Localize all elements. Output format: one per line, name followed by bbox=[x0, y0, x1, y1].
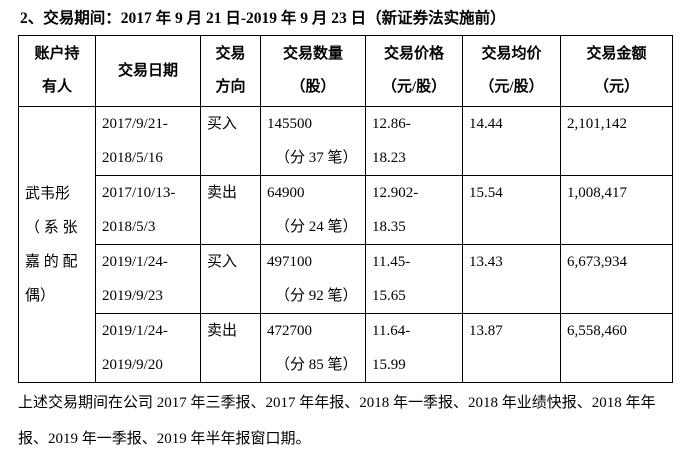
avg-cell: 13.87 bbox=[462, 313, 561, 383]
header-line: （元/股） bbox=[381, 79, 447, 95]
price-cell: 11.64- 15.99 bbox=[365, 313, 463, 383]
header-line: 交易均价 bbox=[481, 46, 542, 62]
quantity: 497100 bbox=[267, 254, 312, 270]
trade-count: （分 37 笔） bbox=[275, 150, 358, 166]
direction-cell: 买入 bbox=[200, 106, 261, 176]
price-line: 11.64- bbox=[372, 323, 411, 339]
direction-cell: 卖出 bbox=[200, 313, 261, 383]
avg-price: 13.43 bbox=[469, 254, 503, 270]
header-cell: 交易数量 （股） bbox=[260, 35, 366, 107]
direction: 买入 bbox=[207, 254, 238, 270]
header-line: （股） bbox=[290, 79, 336, 95]
table-row: 2017/10/13- 2018/5/3 卖出 64900 （分 24 笔） 12.902… bbox=[19, 175, 673, 245]
holder-cell: 武韦彤 （ 系 张嘉 的 配偶） bbox=[18, 106, 96, 383]
avg-price: 15.54 bbox=[469, 185, 503, 201]
header-cell: 交易日期 bbox=[95, 35, 201, 107]
avg-cell: 15.54 bbox=[462, 175, 561, 245]
header-line: 交易日期 bbox=[117, 62, 178, 79]
holder-line: 武韦彤 bbox=[25, 185, 71, 202]
holder-line: 嘉 的 配 bbox=[25, 253, 78, 270]
quantity: 64900 bbox=[267, 185, 305, 201]
header-cell: 交易 方向 bbox=[200, 35, 261, 107]
price-line: 15.99 bbox=[372, 357, 406, 373]
header-line: 交易价格 bbox=[383, 46, 444, 62]
direction-cell: 卖出 bbox=[200, 175, 261, 245]
direction-cell: 买入 bbox=[200, 244, 261, 314]
note: 上述交易期间在公司 2017 年三季报、2017 年年报、2018 年一季报、2… bbox=[18, 395, 656, 447]
date-line: 2019/9/23 bbox=[102, 288, 163, 304]
amount-cell: 2,101,142 bbox=[560, 106, 673, 176]
date-line: 2019/9/20 bbox=[102, 357, 163, 373]
header-cell: 账户持 有人 bbox=[18, 35, 96, 107]
header-line: 交易 bbox=[215, 46, 246, 62]
price-cell: 12.86- 18.23 bbox=[365, 106, 463, 176]
date-line: 2017/9/21- bbox=[102, 116, 168, 132]
table-row: 武韦彤 （ 系 张嘉 的 配偶） 2017/9/21- 2018/5/16 买入 1455… bbox=[18, 106, 673, 383]
header-line: 交易数量 bbox=[282, 46, 343, 62]
price-line: 18.23 bbox=[372, 150, 406, 166]
quantity-cell: 472700 （分 85 笔） bbox=[260, 313, 366, 383]
direction: 卖出 bbox=[207, 185, 238, 201]
date-line: 2018/5/16 bbox=[102, 150, 163, 166]
table-row: 2019/1/24- 2019/9/20 卖出 472700 （分 85 笔） 11.64… bbox=[19, 313, 673, 383]
heading: 2、交易期间：2017 年 9 月 21 日-2019 年 9 月 23 日（新… bbox=[20, 10, 506, 27]
amount-cell: 6,558,460 bbox=[560, 313, 673, 383]
header-line: 有人 bbox=[41, 79, 72, 95]
header-row: 账户持 有人 交易日期 交易 方向 交易数量 （股） 交易价格 （元/股） 交易均价 （元/股） 交易… bbox=[18, 35, 673, 107]
date-cell: 2019/1/24- 2019/9/20 bbox=[95, 313, 201, 383]
date-line: 2018/5/3 bbox=[102, 219, 156, 235]
quantity-cell: 497100 （分 92 笔） bbox=[260, 244, 366, 314]
amount-cell: 1,008,417 bbox=[560, 175, 673, 245]
quantity-cell: 64900 （分 24 笔） bbox=[260, 175, 366, 245]
holder-line: 偶） bbox=[25, 287, 56, 304]
price-line: 11.45- bbox=[372, 254, 411, 270]
avg-price: 14.44 bbox=[469, 116, 503, 132]
holder-line: （ 系 张 bbox=[25, 219, 78, 236]
amount: 6,558,460 bbox=[567, 323, 627, 339]
amount: 6,673,934 bbox=[567, 254, 627, 270]
trade-count: （分 92 笔） bbox=[275, 288, 358, 304]
price-line: 12.902- bbox=[372, 185, 419, 201]
header-line: 方向 bbox=[215, 79, 246, 95]
table-row: 2019/1/24- 2019/9/23 买入 497100 （分 92 笔） 11.45… bbox=[19, 244, 673, 314]
date-line: 2017/10/13- bbox=[102, 185, 176, 201]
price-cell: 11.45- 15.65 bbox=[365, 244, 463, 314]
date-line: 2019/1/24- bbox=[102, 323, 168, 339]
header-cell: 交易金额 （元） bbox=[560, 35, 673, 107]
header-line: 交易金额 bbox=[586, 46, 647, 62]
price-line: 15.65 bbox=[372, 288, 406, 304]
direction: 买入 bbox=[207, 116, 238, 132]
header-line: （元/股） bbox=[479, 79, 544, 95]
header-cell: 交易均价 （元/股） bbox=[462, 35, 561, 107]
header-cell: 交易价格 （元/股） bbox=[365, 35, 463, 107]
price-line: 18.35 bbox=[372, 219, 406, 235]
trade-count: （分 24 笔） bbox=[275, 219, 358, 235]
trade-table: 账户持 有人 交易日期 交易 方向 交易数量 （股） 交易价格 （元/股） 交易均价 （元/股） 交易… bbox=[18, 35, 673, 383]
date-cell: 2019/1/24- 2019/9/23 bbox=[95, 244, 201, 314]
avg-cell: 13.43 bbox=[462, 244, 561, 314]
price-line: 12.86- bbox=[372, 116, 411, 132]
trade-count: （分 85 笔） bbox=[275, 357, 358, 373]
header-line: 账户持 bbox=[34, 46, 80, 62]
amount-cell: 6,673,934 bbox=[560, 244, 673, 314]
amount: 2,101,142 bbox=[567, 116, 627, 132]
amount: 1,008,417 bbox=[567, 185, 627, 201]
avg-cell: 14.44 bbox=[462, 106, 561, 176]
direction: 卖出 bbox=[207, 323, 238, 339]
table-body: 武韦彤 （ 系 张嘉 的 配偶） 2017/9/21- 2018/5/16 买入 1455… bbox=[18, 106, 673, 383]
header-line: （元） bbox=[593, 79, 639, 95]
price-cell: 12.902- 18.35 bbox=[365, 175, 463, 245]
quantity-cell: 145500 （分 37 笔） bbox=[260, 106, 366, 176]
avg-price: 13.87 bbox=[469, 323, 503, 339]
date-cell: 2017/10/13- 2018/5/3 bbox=[95, 175, 201, 245]
quantity: 145500 bbox=[267, 116, 312, 132]
date-cell: 2017/9/21- 2018/5/16 bbox=[95, 106, 201, 176]
quantity: 472700 bbox=[267, 323, 312, 339]
date-line: 2019/1/24- bbox=[102, 254, 168, 270]
